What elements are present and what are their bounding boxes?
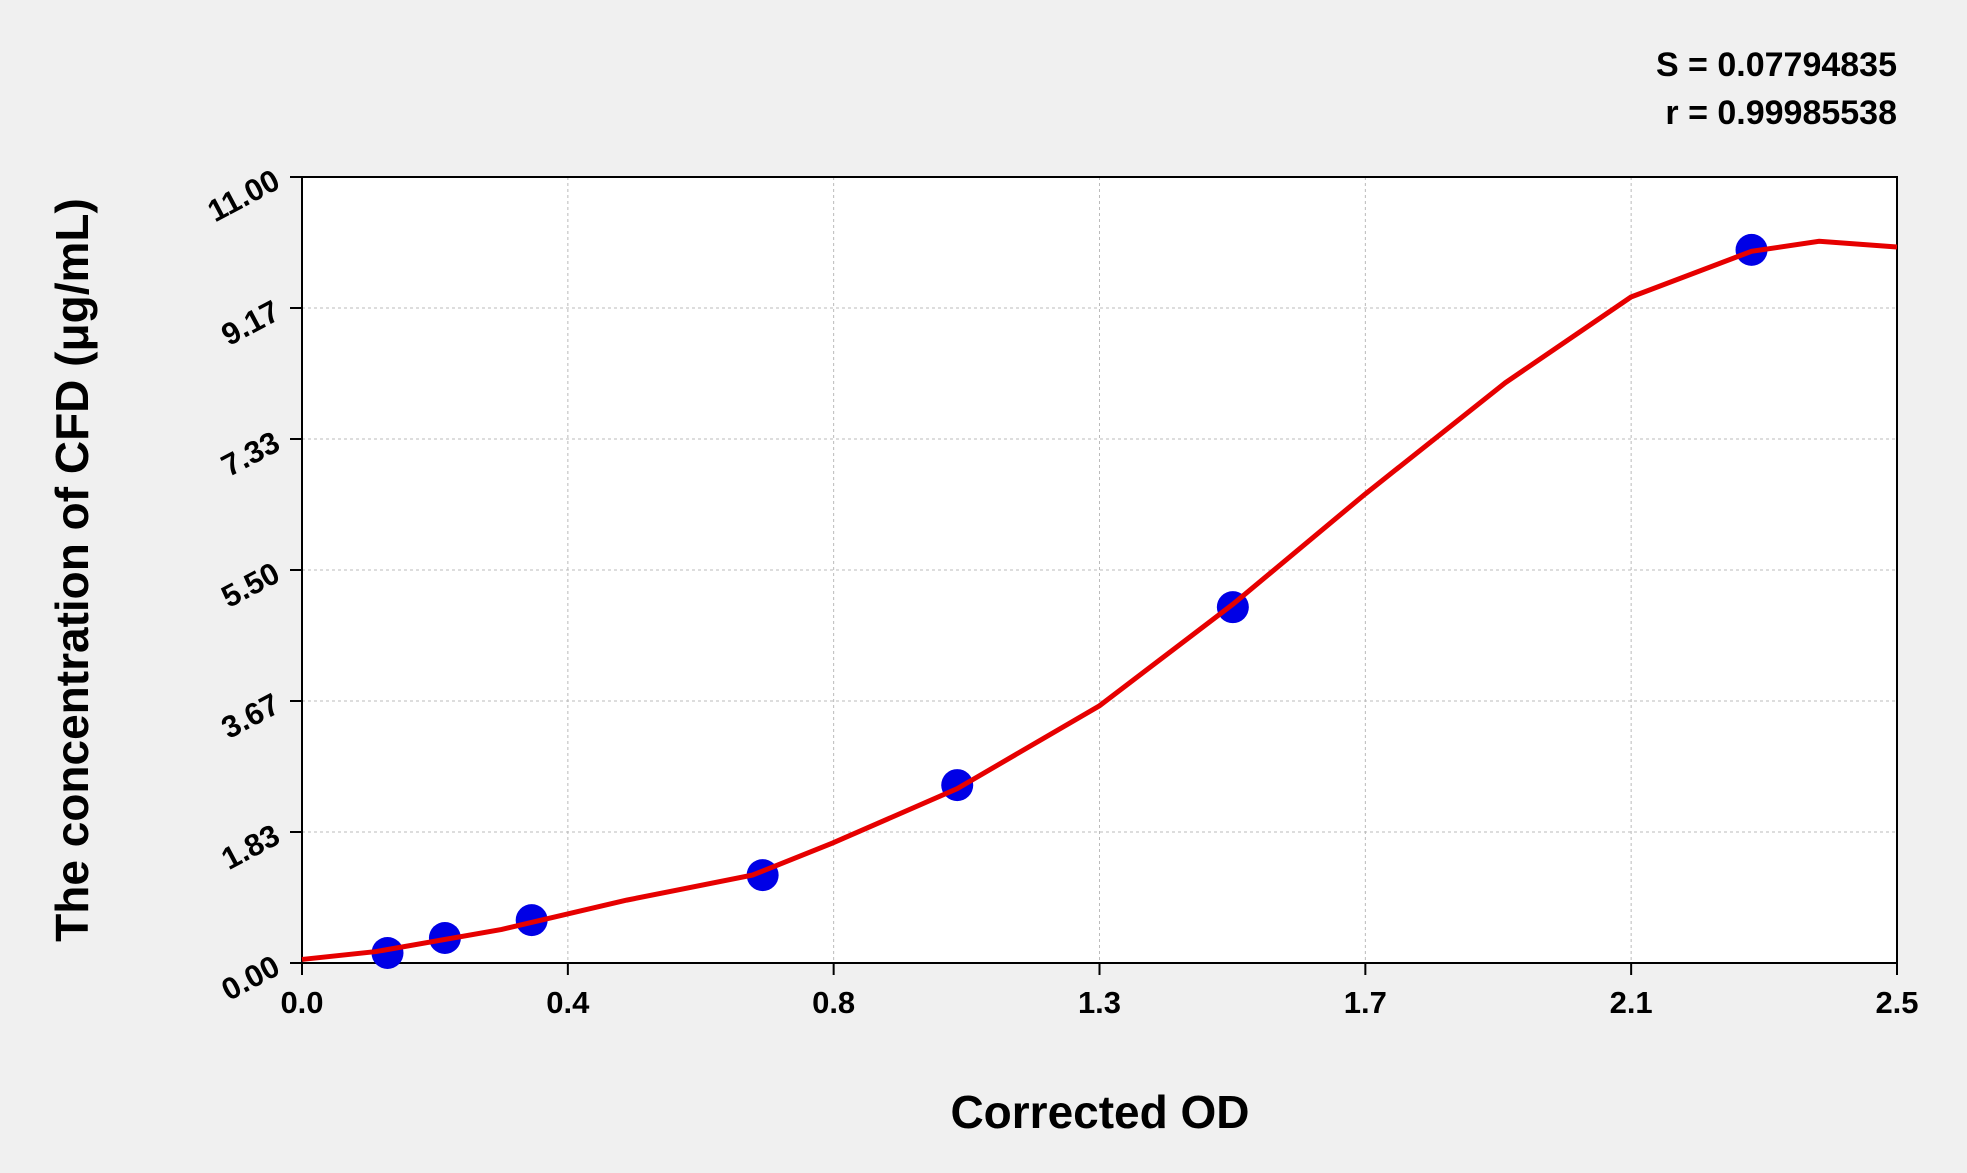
data-point xyxy=(941,769,974,802)
y-axis-title: The concentration of CFD (μg/mL) xyxy=(46,198,98,942)
annotation: r = 0.99985538 xyxy=(1665,94,1897,132)
annotation: S = 0.07794835 xyxy=(1656,46,1897,84)
x-tick-label: 1.7 xyxy=(1344,985,1387,1020)
x-tick-label: 2.5 xyxy=(1875,985,1918,1020)
x-tick-label: 0.8 xyxy=(812,985,855,1020)
x-axis-title: Corrected OD xyxy=(950,1086,1249,1138)
data-point xyxy=(371,936,404,969)
x-tick-label: 2.1 xyxy=(1610,985,1653,1020)
fit-curve xyxy=(301,238,1898,962)
x-tick-label: 0.0 xyxy=(280,985,323,1020)
x-tick-label: 1.3 xyxy=(1078,985,1121,1020)
x-tick-label: 0.4 xyxy=(546,985,590,1020)
plot-border xyxy=(301,176,1898,964)
